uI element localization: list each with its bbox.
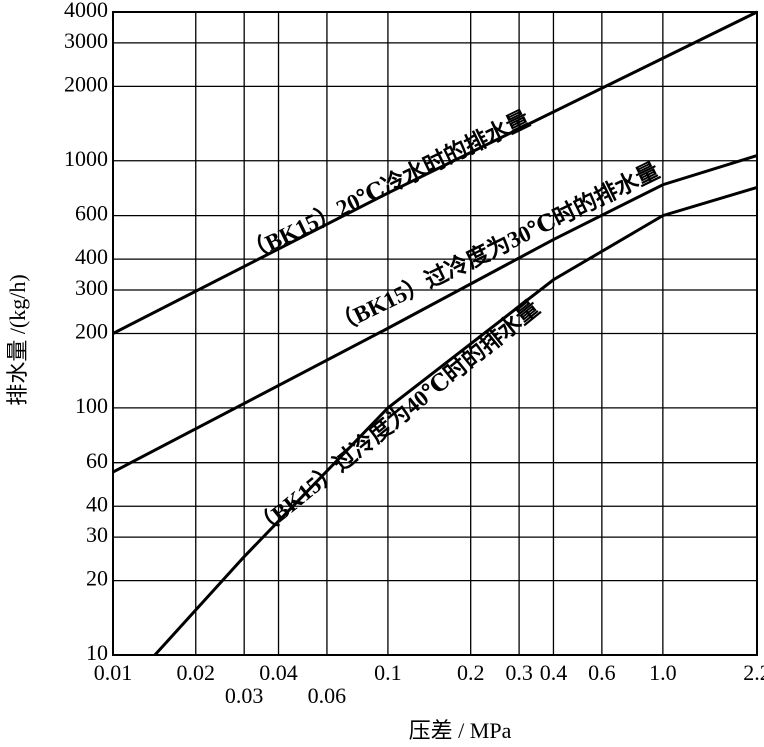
x-tick-label: 0.3: [505, 660, 533, 685]
y-tick-label: 600: [75, 201, 108, 226]
x-axis-title: 压差 / MPa: [409, 718, 512, 743]
y-axis-title: 排水量 /(kg/h): [5, 274, 30, 405]
y-tick-label: 1000: [64, 146, 108, 171]
x-tick-label: 0.4: [540, 660, 568, 685]
y-tick-label: 200: [75, 319, 108, 344]
x-tick-label: 0.1: [374, 660, 402, 685]
y-tick-label: 100: [75, 393, 108, 418]
y-tick-label: 10: [86, 640, 108, 665]
x-tick-label: 0.01: [94, 660, 133, 685]
x-tick-label: 0.02: [177, 660, 216, 685]
x-tick-label: 2.2: [743, 660, 764, 685]
y-tick-label: 40: [86, 491, 108, 516]
y-tick-label: 300: [75, 275, 108, 300]
curve-label: （BK15）过冷度为40℃时的排水量: [248, 295, 544, 542]
y-tick-label: 400: [75, 244, 108, 269]
y-tick-label: 3000: [64, 28, 108, 53]
x-tick-label: 0.03: [225, 683, 264, 708]
x-tick-label: 1.0: [649, 660, 677, 685]
y-tick-label: 60: [86, 448, 108, 473]
x-tick-label: 0.06: [308, 683, 347, 708]
series-line: [153, 186, 758, 657]
y-tick-label: 2000: [64, 71, 108, 96]
y-tick-label: 30: [86, 522, 108, 547]
y-tick-label: 20: [86, 566, 108, 591]
x-tick-label: 0.6: [588, 660, 616, 685]
x-tick-label: 0.04: [259, 660, 298, 685]
series-line: [112, 10, 758, 335]
series-line: [112, 154, 758, 474]
x-tick-label: 0.2: [457, 660, 485, 685]
y-tick-label: 4000: [64, 0, 108, 22]
